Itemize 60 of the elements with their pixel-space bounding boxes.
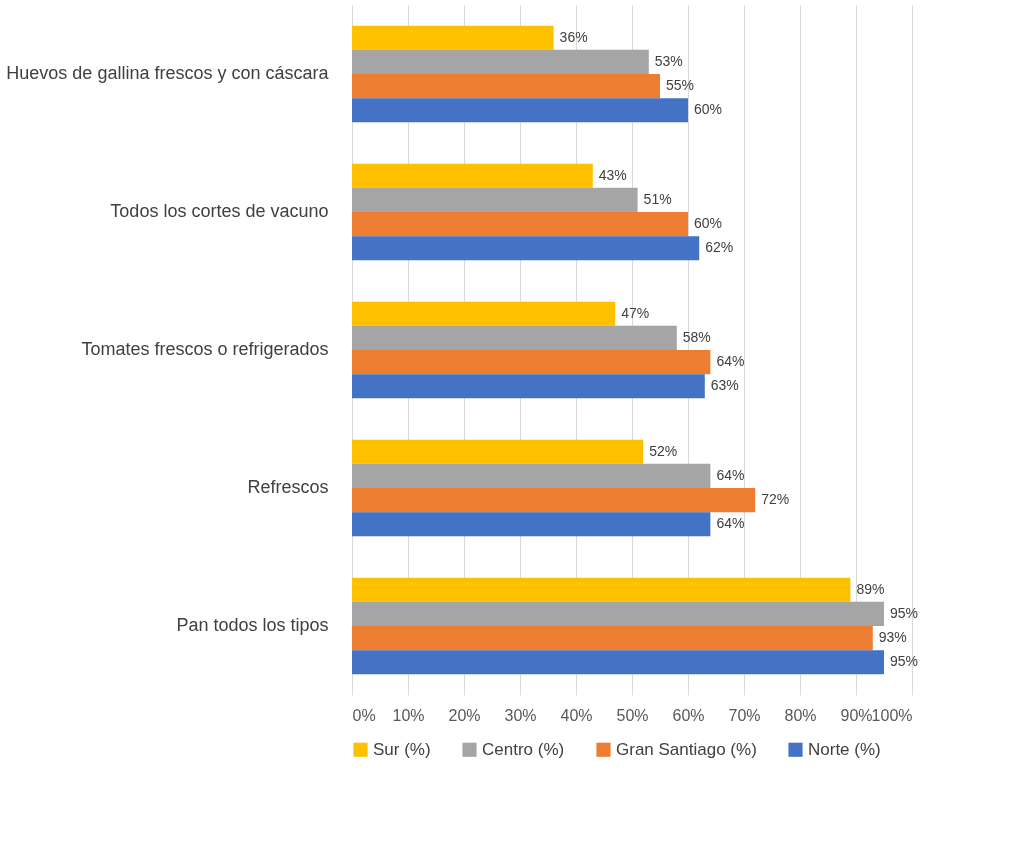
data-label: 62% [705, 239, 734, 256]
data-label: 64% [716, 466, 745, 483]
bar [352, 512, 711, 537]
x-tick-label: 50% [616, 706, 649, 724]
data-label: 60% [694, 215, 723, 232]
x-tick-label: 40% [560, 706, 593, 724]
bar [352, 601, 884, 626]
y-tick-label: Refrescos [247, 477, 329, 497]
bar [352, 439, 644, 464]
y-tick-label: Pan todos los tipos [176, 615, 329, 635]
bar [352, 187, 638, 212]
data-label: 58% [682, 328, 711, 345]
y-tick-label: Todos los cortes de vacuno [110, 201, 329, 221]
x-tick-label: 10% [392, 706, 425, 724]
x-tick-label: 30% [504, 706, 537, 724]
y-tick-label: Tomates frescos o refrigerados [81, 339, 329, 359]
legend-label: Sur (%) [373, 739, 431, 759]
x-tick-label: 0% [352, 706, 376, 724]
x-tick-label: 100% [871, 706, 913, 724]
x-tick-label: 20% [448, 706, 481, 724]
legend-label: Centro (%) [482, 739, 565, 759]
data-label: 95% [890, 653, 919, 670]
bar [352, 350, 711, 375]
legend-label: Gran Santiago (%) [616, 739, 757, 759]
data-label: 72% [761, 491, 790, 508]
bar [352, 49, 649, 74]
data-label: 60% [694, 101, 723, 118]
x-tick-label: 70% [728, 706, 761, 724]
data-label: 51% [643, 190, 672, 207]
bar [352, 163, 593, 188]
data-label: 63% [710, 377, 739, 394]
data-label: 52% [649, 442, 678, 459]
bar [352, 650, 884, 675]
legend-label: Norte (%) [808, 739, 881, 759]
bar [352, 463, 711, 488]
data-label: 47% [621, 304, 650, 321]
data-label: 93% [878, 629, 907, 646]
bar [352, 98, 688, 123]
data-label: 53% [654, 52, 683, 69]
bar [352, 488, 756, 513]
x-tick-label: 80% [784, 706, 817, 724]
y-tick-label: Huevos de gallina frescos y con cáscara [6, 63, 330, 83]
data-label: 43% [598, 166, 627, 183]
data-label: 55% [666, 77, 695, 94]
bar [352, 325, 677, 350]
x-tick-label: 60% [672, 706, 705, 724]
bar [352, 25, 554, 50]
bar [352, 577, 851, 602]
data-label: 64% [716, 515, 745, 532]
bar [352, 212, 688, 237]
bar [352, 374, 705, 399]
data-label: 95% [890, 604, 919, 621]
x-tick-label: 90% [840, 706, 873, 724]
bar [352, 301, 616, 326]
bar [352, 626, 873, 651]
bar [352, 236, 700, 261]
data-label: 64% [716, 353, 745, 370]
data-label: 89% [856, 580, 885, 597]
data-label: 36% [559, 28, 588, 45]
bar [352, 74, 660, 99]
